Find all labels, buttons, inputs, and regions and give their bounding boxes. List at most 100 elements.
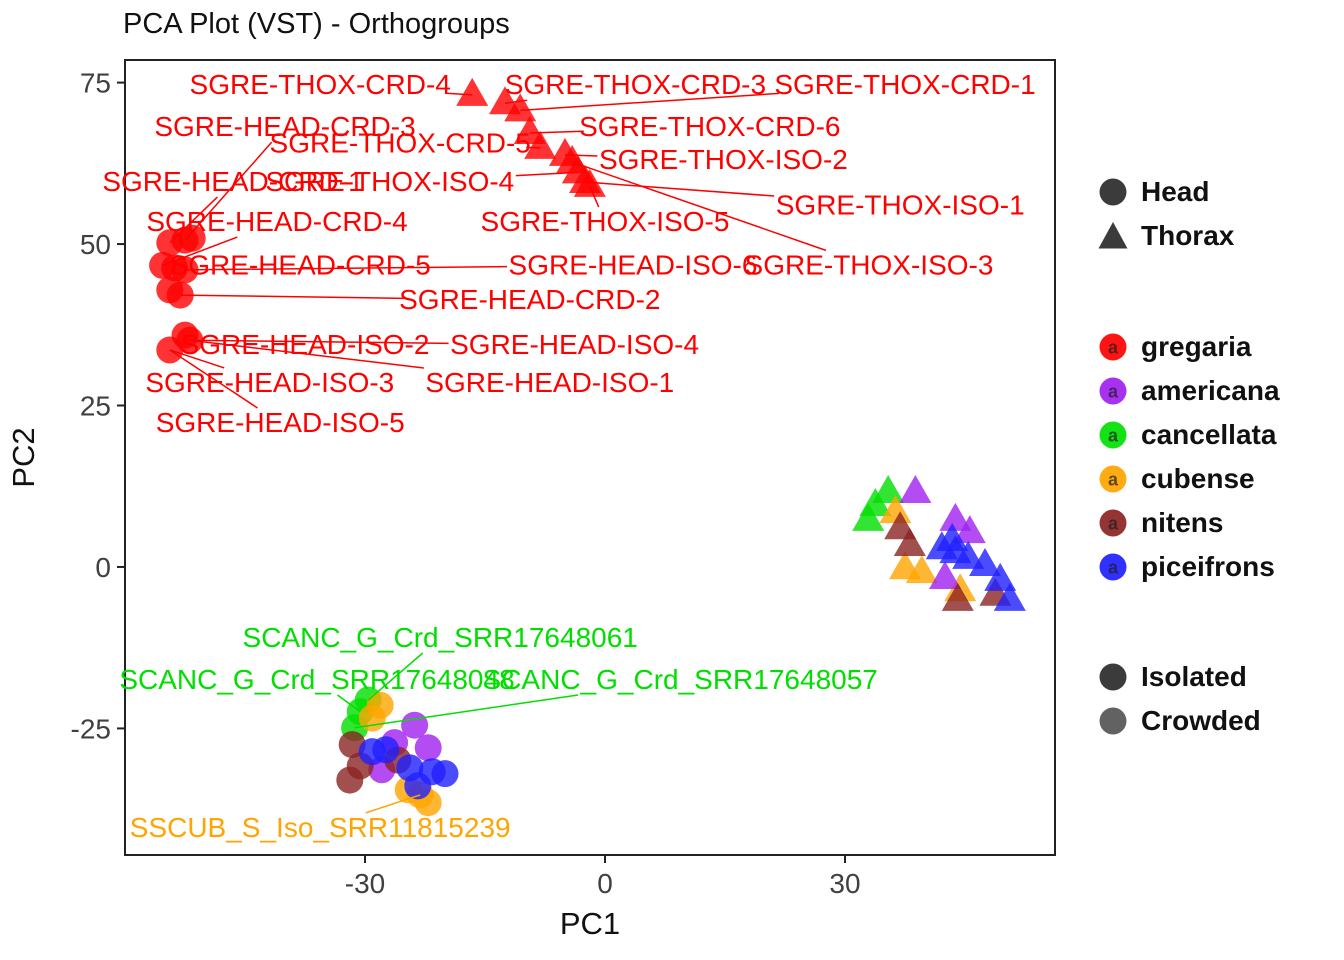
cancellata-key-icon: a <box>1099 421 1127 449</box>
legend-item-gregaria-label: gregaria <box>1141 331 1252 362</box>
data-point-cancellata-thorax <box>872 475 905 504</box>
svg-text:a: a <box>1108 338 1119 358</box>
legend-item-cubense-label: cubense <box>1141 463 1255 494</box>
svg-text:a: a <box>1108 514 1119 534</box>
data-point-gregaria-thorax <box>504 93 537 122</box>
data-point-gregaria-thorax <box>456 77 489 106</box>
sample-label: SGRE-HEAD-ISO-4 <box>450 329 699 360</box>
legend-item-cancellata: a cancellata <box>1095 413 1280 457</box>
isolated-alpha-key-icon <box>1099 663 1127 691</box>
label-leader-line <box>529 130 584 134</box>
data-point-piceifrons-head <box>431 760 459 788</box>
sample-label: SGRE-THOX-CRD-4 <box>190 69 451 100</box>
label-leader-line <box>354 694 579 729</box>
sample-label: SGRE-HEAD-CRD-1 <box>102 166 363 197</box>
data-point-americana-thorax <box>899 475 932 504</box>
label-leader-line <box>169 196 218 244</box>
head-shape-key-icon <box>1099 178 1127 206</box>
legend-item-isolated: Isolated <box>1095 655 1261 699</box>
x-axis-tick-label: 30 <box>829 868 860 899</box>
sample-label: SGRE-THOX-ISO-1 <box>776 189 1025 220</box>
legend-item-americana: a americana <box>1095 369 1280 413</box>
label-leader-line <box>520 92 780 112</box>
data-point-americana-thorax <box>939 502 972 531</box>
y-axis-tick-label: -25 <box>71 713 111 744</box>
piceifrons-key-icon: a <box>1099 553 1127 581</box>
legend-item-crowded-label: Crowded <box>1141 705 1261 736</box>
data-point-gregaria-head <box>178 224 206 252</box>
legend-item-thorax: Thorax <box>1095 214 1234 258</box>
data-point-americana-thorax <box>929 560 961 589</box>
legend-item-piceifrons-label: piceifrons <box>1141 551 1275 582</box>
sample-label: SGRE-THOX-ISO-5 <box>481 206 730 237</box>
sample-label: SGRE-HEAD-CRD-3 <box>154 111 415 142</box>
data-point-piceifrons-thorax <box>993 582 1026 611</box>
legend-item-cancellata-label: cancellata <box>1141 419 1277 450</box>
y-axis-title: PC2 <box>6 427 41 487</box>
svg-text:a: a <box>1108 558 1119 578</box>
label-leader-line <box>189 339 424 369</box>
data-point-cubense-head <box>358 704 386 732</box>
legend-item-isolated-label: Isolated <box>1141 661 1247 692</box>
legend-item-crowded: Crowded <box>1095 699 1261 743</box>
label-leader-line <box>365 794 421 814</box>
svg-text:a: a <box>1108 470 1119 490</box>
label-leader-line <box>169 349 225 369</box>
data-point-americana-thorax <box>953 515 986 544</box>
legend-item-nitens: a nitens <box>1095 501 1280 545</box>
americana-key-icon: a <box>1099 377 1127 405</box>
sample-label: SGRE-HEAD-CRD-2 <box>399 284 660 315</box>
label-leader-line <box>162 236 238 267</box>
sample-label: SCANC_G_Crd_SRR17648061 <box>243 622 638 653</box>
label-leader-line <box>184 265 508 271</box>
data-point-piceifrons-thorax <box>984 562 1017 591</box>
nitens-key-icon: a <box>1099 509 1127 537</box>
legend-item-gregaria: a gregaria <box>1095 325 1280 369</box>
data-point-piceifrons-thorax <box>936 522 969 551</box>
data-point-cancellata-thorax <box>852 502 885 531</box>
label-leader-line <box>337 694 361 713</box>
legend-shape-group: Head Thorax <box>1095 170 1234 258</box>
data-point-gregaria-thorax <box>524 130 557 159</box>
sample-label: SGRE-HEAD-CRD-4 <box>146 206 407 237</box>
sample-label: SGRE-THOX-CRD-3 <box>505 69 766 100</box>
sample-label: SGRE-HEAD-ISO-1 <box>425 367 674 398</box>
label-leader-line <box>189 339 449 345</box>
legend-item-head-label: Head <box>1141 176 1210 207</box>
cubense-key-icon: a <box>1099 465 1127 493</box>
sample-label: SGRE-THOX-ISO-3 <box>745 249 994 280</box>
data-point-nitens-thorax <box>893 528 926 557</box>
label-leader-line <box>180 294 404 300</box>
sample-label: SGRE-HEAD-ISO-3 <box>145 367 394 398</box>
data-point-cubense-thorax <box>879 495 912 524</box>
label-leader-line <box>446 92 473 96</box>
sample-label: SGRE-THOX-ISO-4 <box>265 166 514 197</box>
svg-text:a: a <box>1108 426 1119 446</box>
sample-label: SGRE-THOX-ISO-2 <box>599 144 848 175</box>
data-point-cubense-thorax <box>889 551 921 580</box>
label-leader-line <box>571 161 827 252</box>
label-leader-line <box>584 181 775 197</box>
data-point-piceifrons-head <box>404 772 432 800</box>
sample-label: SSCUB_S_Iso_SRR11815239 <box>130 812 511 843</box>
sample-label: SGRE-HEAD-ISO-5 <box>156 407 405 438</box>
legend-item-thorax-label: Thorax <box>1141 220 1235 251</box>
thorax-shape-key-icon <box>1098 222 1128 249</box>
chart-title: PCA Plot (VST) - Orthogroups <box>123 8 510 40</box>
label-leader-line <box>367 652 424 701</box>
label-leader-line <box>589 185 600 208</box>
sample-label: SCANC_G_Crd_SRR17648057 <box>483 664 878 695</box>
pca-scatter-plot: -30 0 30 -25 0 25 50 75 PC1 PC2 SGRE-THOX-CRD-4 SGR… <box>6 59 1056 941</box>
label-leader-line <box>184 141 273 241</box>
y-axis-tick-label: 0 <box>95 552 111 583</box>
y-axis-tick-label: 25 <box>80 391 111 422</box>
x-axis-tick-label: -30 <box>345 868 385 899</box>
gregaria-key-icon: a <box>1099 333 1127 361</box>
y-axis-tick-label: 50 <box>80 229 111 260</box>
x-axis-title: PC1 <box>560 906 620 941</box>
data-point-nitens-head <box>336 766 364 794</box>
data-point-nitens-thorax <box>941 582 974 611</box>
sample-label: SGRE-THOX-CRD-5 <box>270 127 531 158</box>
legend-species-group: a gregaria a americana a cancellata a cubense a n… <box>1095 325 1280 589</box>
